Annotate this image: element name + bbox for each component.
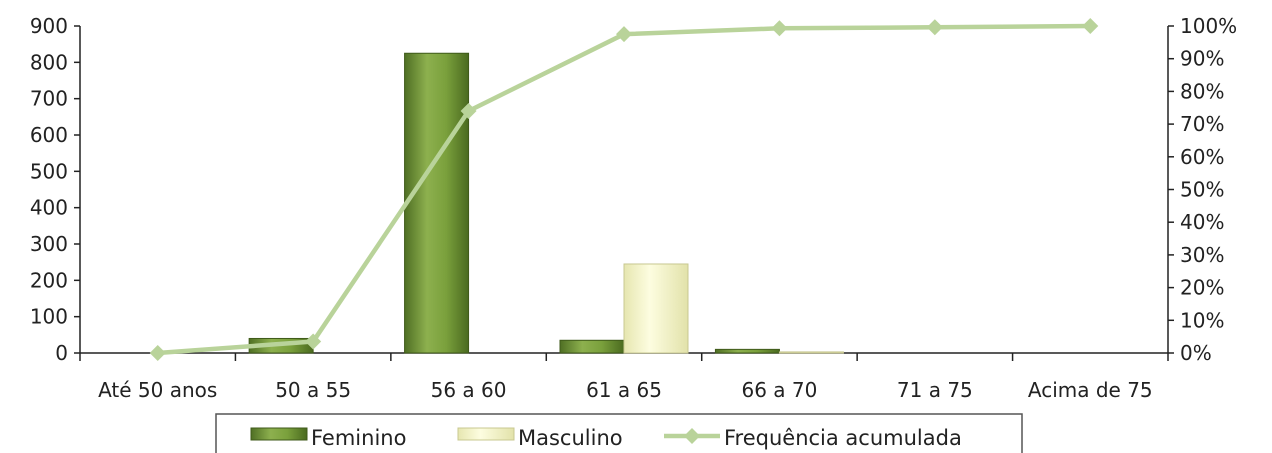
legend-label-masculino: Masculino	[518, 426, 623, 450]
line-point-marker	[771, 20, 788, 37]
bar-masculino	[623, 263, 689, 354]
y-left-tick-label: 200	[30, 268, 68, 292]
y-right-tick-label: 10%	[1180, 308, 1224, 332]
line-point-marker	[1082, 18, 1099, 34]
x-tick-label: 50 a 55	[275, 378, 351, 402]
y-left-tick-label: 900	[30, 14, 68, 38]
y-left-tick-label: 700	[30, 87, 68, 111]
y-right-tick-label: 30%	[1180, 243, 1224, 267]
x-tick-label: Acima de 75	[1028, 378, 1153, 402]
line-point-marker	[460, 103, 477, 120]
legend-label-frequencia: Frequência acumulada	[724, 426, 962, 450]
y-right-tick-label: 90%	[1180, 47, 1224, 71]
line-point-marker	[305, 333, 322, 350]
line-layer	[149, 18, 1099, 361]
x-tick-label: Até 50 anos	[98, 378, 217, 402]
y-left-tick-label: 300	[30, 232, 68, 256]
y-left-tick-label: 400	[30, 196, 68, 220]
y-right-tick-label: 100%	[1180, 14, 1237, 38]
bar-feminino	[714, 348, 780, 354]
legend-swatch-frequencia-marker	[684, 428, 700, 444]
line-point-marker	[149, 345, 166, 361]
bar-masculino	[778, 351, 844, 354]
y-left-tick-label: 600	[30, 123, 68, 147]
y-right-tick-label: 40%	[1180, 210, 1224, 234]
y-right-tick-label: 0%	[1180, 341, 1212, 365]
axes-layer: 0 100 200 300 400 500 600 700 800 900 0% 10% 20% 30% 4…	[30, 14, 1237, 402]
bars-layer	[248, 52, 844, 354]
y-right-tick-label: 20%	[1180, 276, 1224, 300]
bar-feminino	[559, 339, 625, 354]
line-point-marker	[616, 26, 632, 43]
x-tick-label: 71 a 75	[897, 378, 973, 402]
y-left-tick-label: 0	[55, 341, 68, 365]
y-right-tick-label: 70%	[1180, 112, 1224, 136]
y-right-tick-label: 50%	[1180, 178, 1224, 202]
x-tick-label: 61 a 65	[586, 378, 662, 402]
y-right-tick-label: 80%	[1180, 79, 1224, 103]
bar-feminino	[404, 52, 470, 354]
legend-swatch-feminino	[250, 427, 308, 441]
y-left-tick-label: 800	[30, 50, 68, 74]
y-right-tick-label: 60%	[1180, 145, 1224, 169]
x-tick-label: 56 a 60	[431, 378, 507, 402]
legend-swatch-masculino	[457, 427, 515, 441]
legend-label-feminino: Feminino	[311, 426, 406, 450]
legend: Feminino Masculino Frequência acumulada	[215, 413, 1023, 453]
y-left-tick-label: 500	[30, 159, 68, 183]
y-left-tick-label: 100	[30, 305, 68, 329]
x-tick-label: 66 a 70	[741, 378, 817, 402]
line-point-marker	[926, 19, 943, 36]
legend-box	[215, 413, 1023, 453]
